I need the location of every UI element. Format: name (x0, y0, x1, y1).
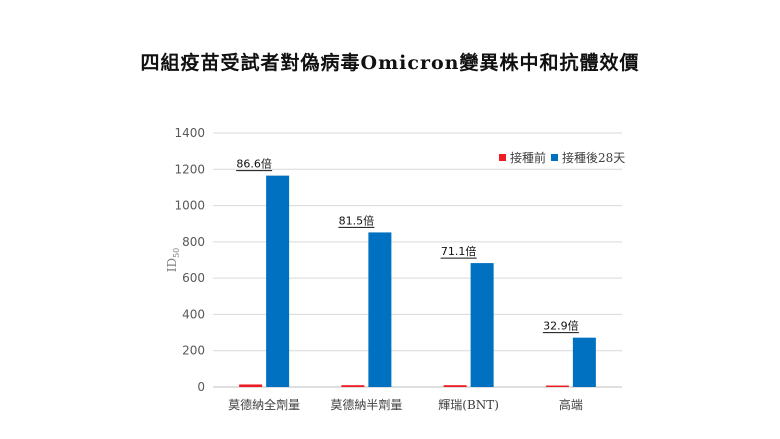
x-tick-label: 莫德納半劑量 (330, 397, 402, 412)
fold-annotation: 81.5倍 (339, 213, 375, 227)
bar-before-4 (545, 385, 569, 387)
bar-after-3 (470, 263, 494, 387)
fold-annotation: 86.6倍 (236, 157, 272, 171)
chart-title: 四組疫苗受試者對偽病毒Omicron變異株中和抗體效價 (140, 52, 640, 74)
bar-after-4 (572, 337, 596, 387)
legend-label: 接種後28天 (562, 150, 625, 165)
x-tick-label: 莫德納全劑量 (228, 397, 300, 412)
x-tick-label: 輝瑞(BNT) (438, 398, 499, 412)
bar-after-2 (368, 232, 392, 387)
fold-annotation: 71.1倍 (441, 244, 477, 258)
x-tick-label: 高端 (559, 397, 583, 412)
y-tick-label: 200 (182, 344, 205, 358)
y-tick-label: 1200 (174, 162, 205, 176)
bar-before-1 (239, 384, 263, 387)
legend-swatch (499, 154, 506, 161)
fold-annotation: 32.9倍 (543, 319, 579, 333)
y-axis-label: ID50 (165, 248, 181, 273)
y-tick-label: 0 (197, 380, 205, 394)
y-tick-label: 600 (182, 271, 205, 285)
y-tick-label: 1000 (174, 199, 205, 213)
y-tick-label: 800 (182, 235, 205, 249)
bar-before-3 (443, 385, 467, 387)
legend-swatch (551, 154, 558, 161)
legend-label: 接種前 (510, 150, 546, 165)
bar-after-1 (266, 175, 290, 387)
y-tick-label: 1400 (174, 126, 205, 140)
y-tick-label: 400 (182, 307, 205, 321)
bar-before-2 (341, 385, 365, 387)
